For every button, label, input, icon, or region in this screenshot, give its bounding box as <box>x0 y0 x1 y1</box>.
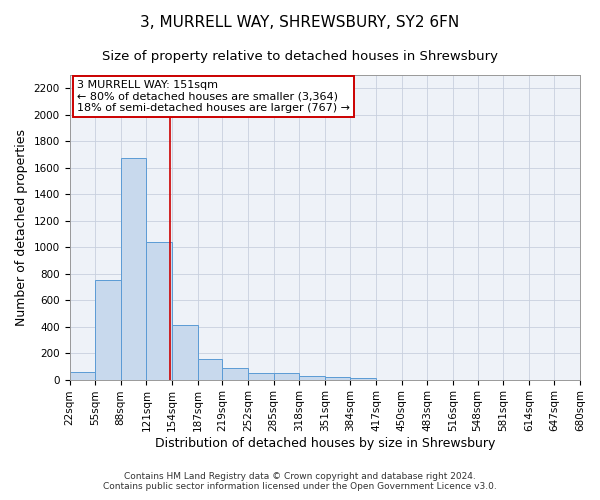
Text: Contains public sector information licensed under the Open Government Licence v3: Contains public sector information licen… <box>103 482 497 491</box>
Bar <box>248 373 274 380</box>
Bar <box>197 359 223 380</box>
Bar <box>146 242 172 380</box>
Bar <box>121 158 146 380</box>
Text: 3 MURRELL WAY: 151sqm
← 80% of detached houses are smaller (3,364)
18% of semi-d: 3 MURRELL WAY: 151sqm ← 80% of detached … <box>77 80 350 113</box>
Text: Size of property relative to detached houses in Shrewsbury: Size of property relative to detached ho… <box>102 50 498 63</box>
Bar <box>325 377 350 380</box>
X-axis label: Distribution of detached houses by size in Shrewsbury: Distribution of detached houses by size … <box>155 437 495 450</box>
Bar <box>299 376 325 380</box>
Y-axis label: Number of detached properties: Number of detached properties <box>15 129 28 326</box>
Bar <box>350 378 376 380</box>
Bar <box>95 280 121 380</box>
Bar <box>223 368 248 380</box>
Bar <box>172 326 197 380</box>
Bar <box>70 372 95 380</box>
Text: 3, MURRELL WAY, SHREWSBURY, SY2 6FN: 3, MURRELL WAY, SHREWSBURY, SY2 6FN <box>140 15 460 30</box>
Bar <box>274 373 299 380</box>
Text: Contains HM Land Registry data © Crown copyright and database right 2024.: Contains HM Land Registry data © Crown c… <box>124 472 476 481</box>
